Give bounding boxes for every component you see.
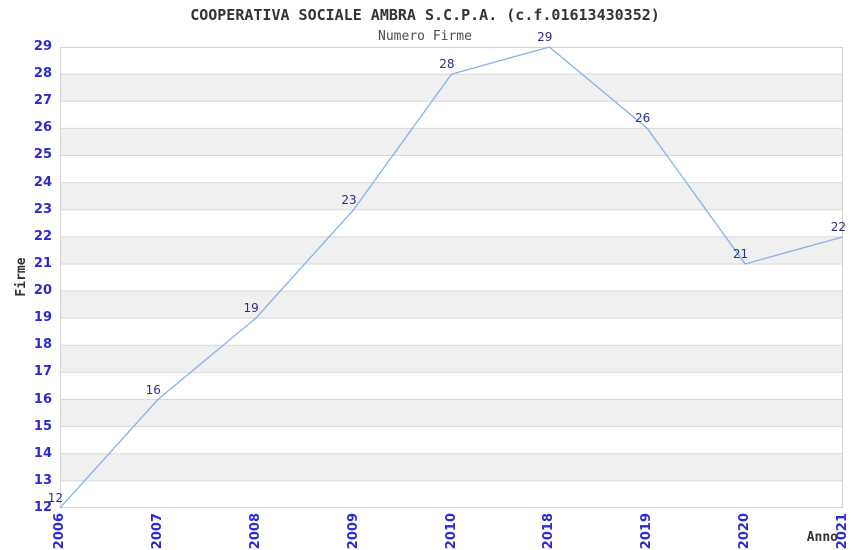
plot-band — [60, 47, 843, 75]
y-tick-label: 23 — [33, 201, 52, 217]
chart-title: COOPERATIVA SOCIALE AMBRA S.C.P.A. (c.f.… — [190, 6, 660, 24]
x-axis-title: Anno — [806, 530, 838, 545]
point-label: 28 — [439, 57, 455, 72]
x-tick-label: 2010 — [443, 513, 459, 550]
x-tick-label: 2007 — [149, 513, 165, 550]
x-tick-label: 2019 — [639, 513, 655, 550]
point-label: 19 — [243, 301, 259, 316]
plot-band — [60, 209, 843, 237]
x-tick-label: 2006 — [52, 513, 67, 550]
plot-band — [60, 318, 843, 346]
y-tick-label: 27 — [33, 93, 52, 109]
y-tick-label: 19 — [33, 310, 52, 326]
y-tick-label: 18 — [33, 337, 52, 353]
point-label: 21 — [732, 246, 749, 261]
y-tick-label: 16 — [33, 391, 52, 407]
y-tick-label: 14 — [33, 445, 52, 461]
y-tick-label: 12 — [33, 500, 52, 515]
point-label: 26 — [634, 111, 651, 126]
plot-band — [60, 236, 843, 264]
y-tick-label: 29 — [33, 39, 52, 54]
y-tick-label: 24 — [33, 174, 52, 190]
plot-band — [60, 480, 843, 508]
point-label: 29 — [537, 30, 553, 44]
y-tick-label: 25 — [33, 147, 52, 163]
y-tick-label: 13 — [33, 472, 52, 488]
y-tick-label: 15 — [33, 418, 52, 434]
plot-band — [60, 399, 843, 427]
plot-band — [60, 128, 843, 156]
series-line — [59, 46, 844, 509]
point-label: 23 — [341, 192, 357, 207]
plot-band — [60, 263, 843, 292]
plot-band — [60, 453, 843, 481]
point-label: 16 — [145, 382, 161, 397]
plot-band — [60, 372, 843, 400]
plot-band — [60, 101, 843, 129]
x-tick-label: 2008 — [247, 513, 263, 550]
plot-band — [60, 426, 843, 454]
plot-band — [60, 345, 843, 373]
plot-border — [60, 47, 843, 508]
x-tick-label: 2009 — [345, 513, 361, 550]
plot-band — [60, 291, 843, 319]
plot-band — [60, 182, 843, 210]
y-tick-label: 26 — [33, 120, 52, 136]
y-tick-label: 20 — [33, 283, 52, 299]
plot-area — [59, 46, 844, 509]
point-label: 22 — [830, 219, 846, 234]
y-tick-label: 17 — [33, 364, 52, 380]
chart-subtitle: Numero Firme — [378, 29, 472, 44]
point-label: 12 — [47, 491, 63, 505]
x-tick-label: 2020 — [737, 513, 753, 550]
x-tick-label: 2018 — [541, 513, 557, 550]
plot-band — [60, 155, 843, 183]
plot-band — [60, 74, 843, 102]
y-tick-label: 22 — [33, 228, 52, 244]
y-tick-label: 21 — [33, 255, 52, 271]
y-tick-label: 28 — [33, 66, 52, 82]
